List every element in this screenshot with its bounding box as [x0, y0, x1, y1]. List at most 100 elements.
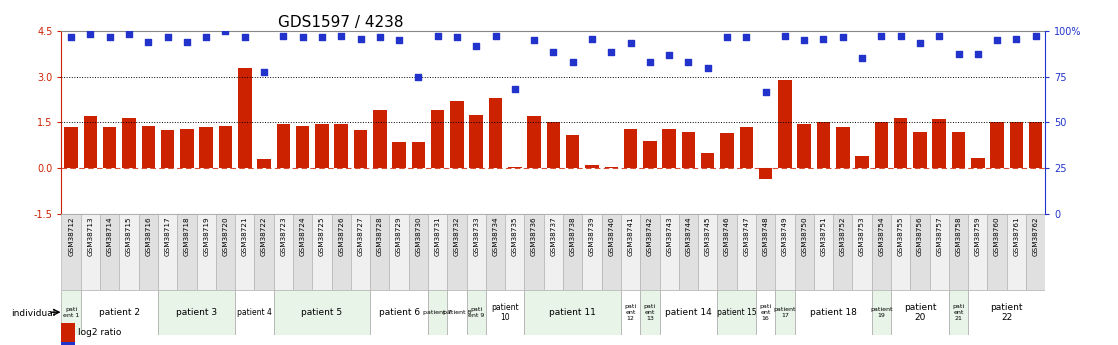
Bar — [235, 214, 255, 290]
Bar — [466, 290, 486, 335]
Text: GSM38725: GSM38725 — [319, 216, 325, 256]
Point — [332, 33, 350, 38]
Bar — [951, 132, 965, 168]
Text: GSM38726: GSM38726 — [339, 216, 344, 256]
Bar — [855, 156, 869, 168]
Text: GSM38747: GSM38747 — [743, 216, 749, 256]
Text: GSM38727: GSM38727 — [358, 216, 363, 256]
Text: patient 4: patient 4 — [237, 308, 272, 317]
Point — [969, 51, 987, 57]
Text: GSM38713: GSM38713 — [87, 216, 94, 256]
Point — [815, 36, 833, 41]
Bar — [120, 214, 139, 290]
Bar — [370, 214, 389, 290]
Bar — [238, 68, 252, 168]
Bar — [737, 214, 756, 290]
Bar — [872, 214, 891, 290]
Point — [738, 34, 756, 40]
Bar — [257, 159, 271, 168]
Text: GSM38737: GSM38737 — [550, 216, 557, 256]
Point — [390, 37, 408, 43]
Bar — [428, 290, 447, 335]
Text: GSM38722: GSM38722 — [260, 216, 267, 256]
Text: GSM38718: GSM38718 — [183, 216, 190, 256]
Bar — [296, 126, 310, 168]
Text: GSM38746: GSM38746 — [724, 216, 730, 256]
Point — [159, 34, 177, 40]
Text: patient 14: patient 14 — [665, 308, 712, 317]
Bar — [486, 214, 505, 290]
Text: GSM38759: GSM38759 — [975, 216, 980, 256]
Bar — [891, 290, 949, 335]
Bar — [219, 126, 233, 168]
Text: GSM38738: GSM38738 — [570, 216, 576, 256]
Text: GSM38744: GSM38744 — [685, 216, 691, 256]
Text: GSM38714: GSM38714 — [106, 216, 113, 256]
Text: GSM38756: GSM38756 — [917, 216, 923, 256]
Text: pati
ent
13: pati ent 13 — [644, 304, 656, 321]
Text: patient 7: patient 7 — [424, 310, 452, 315]
Bar — [528, 116, 541, 168]
Bar — [486, 290, 524, 335]
Bar — [833, 214, 852, 290]
Text: patient 11: patient 11 — [549, 308, 596, 317]
Bar — [932, 119, 946, 168]
Text: patient
20: patient 20 — [903, 303, 936, 322]
Bar — [720, 133, 733, 168]
Text: patient
17: patient 17 — [774, 307, 796, 318]
Bar — [1029, 122, 1042, 168]
Bar — [84, 116, 97, 168]
Text: GSM38743: GSM38743 — [666, 216, 672, 256]
Text: pati
ent 9: pati ent 9 — [468, 307, 484, 318]
Text: GSM38757: GSM38757 — [936, 216, 942, 256]
Text: GSM38740: GSM38740 — [608, 216, 614, 256]
Text: GSM38729: GSM38729 — [396, 216, 402, 256]
Bar — [756, 214, 775, 290]
Bar — [489, 98, 502, 168]
Bar — [582, 214, 601, 290]
Bar — [660, 290, 718, 335]
Text: GSM38751: GSM38751 — [821, 216, 826, 256]
Text: GSM38715: GSM38715 — [126, 216, 132, 256]
Bar — [775, 290, 795, 335]
Bar — [913, 132, 927, 168]
Text: GSM38742: GSM38742 — [647, 216, 653, 256]
Point — [930, 33, 948, 38]
Point — [544, 50, 562, 55]
Bar — [505, 214, 524, 290]
Point — [409, 74, 427, 79]
Bar — [178, 214, 197, 290]
Bar — [698, 214, 718, 290]
Text: patient 15: patient 15 — [717, 308, 757, 317]
Point — [467, 43, 485, 49]
Bar — [563, 214, 582, 290]
Text: GSM38734: GSM38734 — [493, 216, 499, 256]
Point — [776, 33, 794, 38]
Text: pati
ent
12: pati ent 12 — [625, 304, 636, 321]
Text: patient 2: patient 2 — [98, 308, 140, 317]
Bar — [740, 127, 754, 168]
Bar — [547, 122, 560, 168]
Point — [371, 34, 389, 40]
Point — [351, 36, 369, 41]
Text: GSM38723: GSM38723 — [281, 216, 286, 256]
Point — [795, 37, 813, 43]
Bar — [334, 124, 348, 168]
Point — [603, 50, 620, 55]
Point — [217, 28, 235, 34]
Point — [428, 33, 446, 38]
Bar — [759, 168, 773, 179]
Point — [486, 33, 504, 38]
Point — [853, 56, 871, 61]
Point — [699, 65, 717, 70]
Point — [255, 69, 273, 75]
Bar — [795, 290, 872, 335]
Point — [834, 34, 852, 40]
Bar — [61, 290, 80, 335]
Text: GSM38736: GSM38736 — [531, 216, 537, 256]
Bar — [624, 129, 637, 168]
Bar — [778, 80, 792, 168]
Bar — [910, 214, 929, 290]
Bar — [216, 214, 235, 290]
Bar — [411, 142, 425, 168]
